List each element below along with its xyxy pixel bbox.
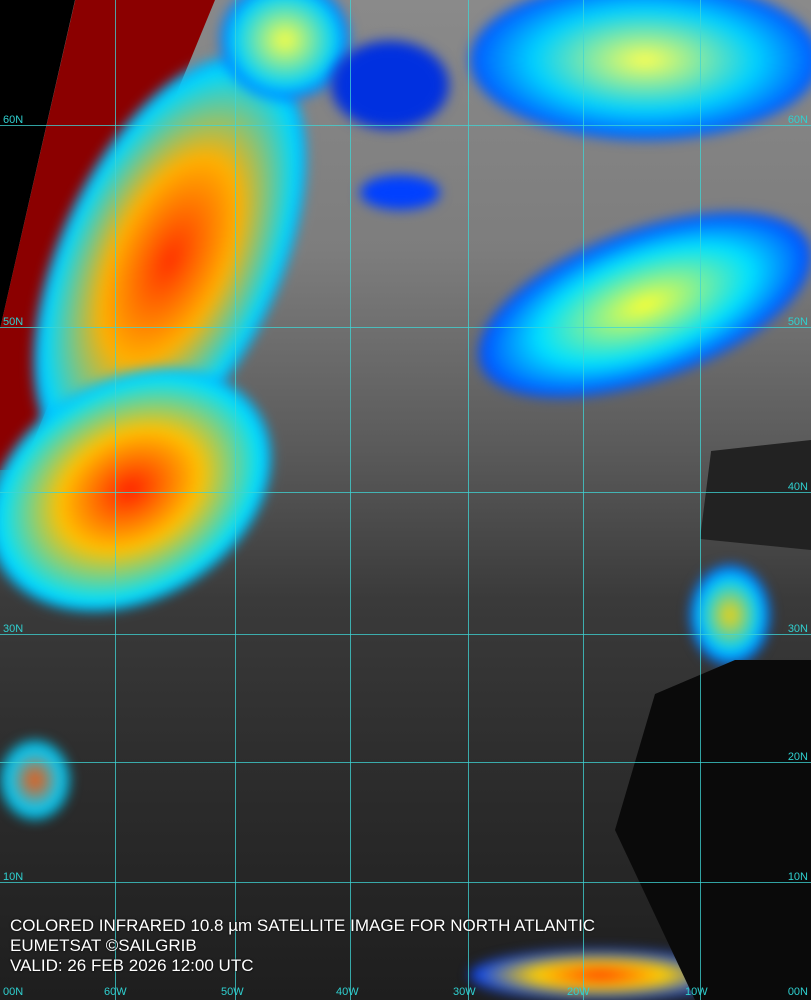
cloud-blue-streak — [360, 175, 440, 210]
lon-label: 10W — [685, 986, 708, 998]
caption-source: EUMETSAT ©SAILGRIB — [10, 936, 197, 955]
gridline-10w — [700, 0, 701, 1000]
gridline-20n — [0, 762, 811, 763]
lat-label-right: 50N — [787, 316, 808, 328]
lon-label: 50W — [221, 986, 244, 998]
iberia-land — [700, 440, 811, 550]
gridline-40w — [350, 0, 351, 1000]
lat-label-right: 60N — [787, 114, 808, 126]
gridline-20w — [583, 0, 584, 1000]
image-caption: COLORED INFRARED 10.8 µm SATELLITE IMAGE… — [10, 916, 595, 976]
lon-label: 60W — [104, 986, 127, 998]
lat-label-left: 10N — [3, 871, 24, 883]
gridline-40n — [0, 492, 811, 493]
lat-label-right: 40N — [787, 481, 808, 493]
africa-land — [615, 660, 811, 1000]
lat-label-left: 30N — [3, 623, 24, 635]
gridline-60w — [115, 0, 116, 1000]
gridline-50w — [235, 0, 236, 1000]
cloud-northeast — [470, 0, 811, 140]
cloud-morocco — [690, 565, 770, 665]
lat-label-right: 00N — [787, 986, 808, 998]
gridline-30n — [0, 634, 811, 635]
lat-label-right: 20N — [787, 751, 808, 763]
cloud-caribbean — [0, 740, 70, 820]
cloud-blue-north — [330, 40, 450, 130]
lat-label-left: 00N — [3, 986, 24, 998]
gridline-30w — [468, 0, 469, 1000]
cloud-greenland — [220, 0, 350, 100]
lon-label: 40W — [336, 986, 359, 998]
lat-label-left: 60N — [3, 114, 24, 126]
lat-label-left: 50N — [3, 316, 24, 328]
cloud-band-east — [454, 174, 811, 436]
caption-title: COLORED INFRARED 10.8 µm SATELLITE IMAGE… — [10, 916, 596, 935]
lon-label: 20W — [567, 986, 590, 998]
gridline-10n — [0, 882, 811, 883]
gridline-50n — [0, 327, 811, 328]
lat-label-right: 10N — [787, 871, 808, 883]
lon-label: 30W — [453, 986, 476, 998]
gridline-60n — [0, 125, 811, 126]
caption-valid-time: VALID: 26 FEB 2026 12:00 UTC — [10, 956, 254, 975]
lat-label-right: 30N — [787, 623, 808, 635]
